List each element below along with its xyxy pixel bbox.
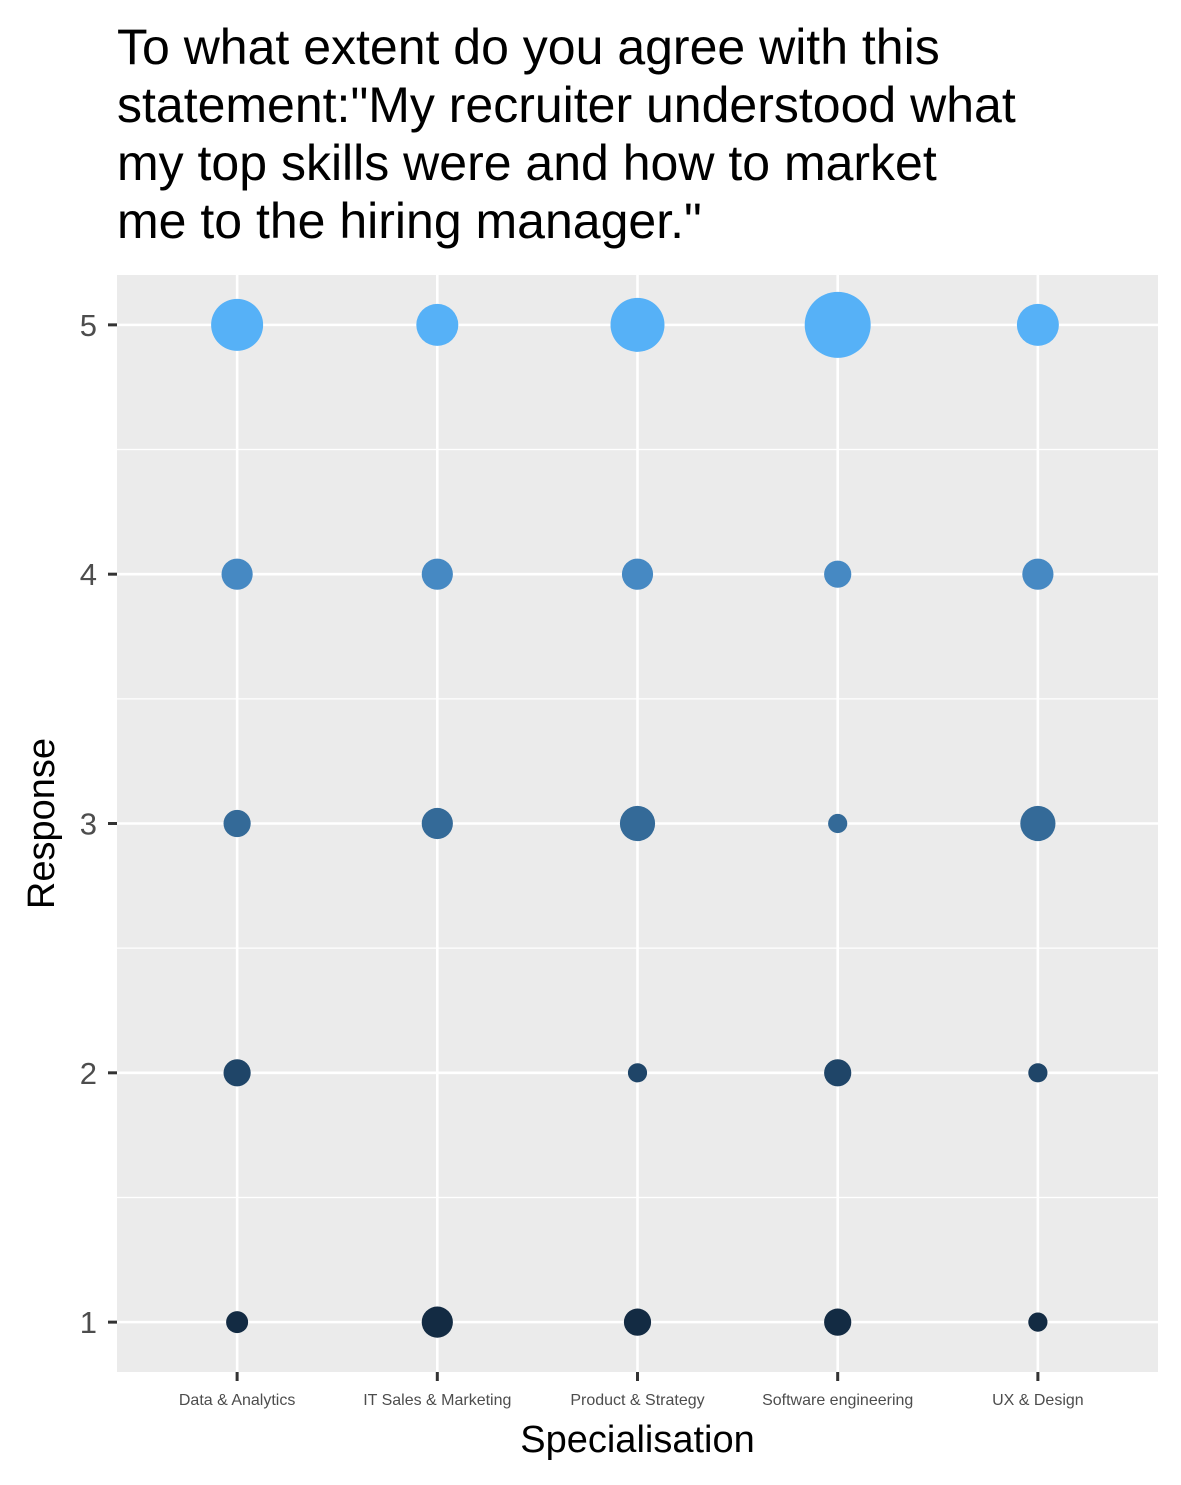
data-point <box>416 303 459 346</box>
x-tick-label: UX & Design <box>992 1392 1084 1409</box>
data-point <box>1028 1312 1048 1332</box>
data-point <box>1022 558 1054 590</box>
y-tick-label: 1 <box>80 1305 97 1340</box>
data-point <box>627 1063 648 1083</box>
data-point <box>421 1306 453 1338</box>
data-point <box>824 1308 852 1336</box>
y-tick-label: 3 <box>80 807 97 842</box>
data-point <box>223 809 251 838</box>
x-tick-label: Software engineering <box>762 1392 913 1409</box>
y-tick-label: 2 <box>80 1056 97 1091</box>
x-tick-label: Data & Analytics <box>179 1392 296 1409</box>
data-point <box>610 297 665 352</box>
data-points <box>211 291 1059 1338</box>
y-axis: 1 2 3 4 5 <box>80 308 117 1340</box>
data-point <box>1020 805 1056 842</box>
data-point <box>421 558 453 590</box>
data-point <box>226 1311 249 1334</box>
x-tick-label: IT Sales & Marketing <box>363 1392 511 1409</box>
data-point <box>421 807 453 840</box>
data-point <box>1028 1063 1048 1083</box>
data-point <box>211 298 264 351</box>
x-tick-label: Product & Strategy <box>570 1392 704 1409</box>
y-tick-label: 4 <box>80 557 97 592</box>
data-point <box>621 558 654 590</box>
data-point <box>619 805 656 842</box>
data-point <box>1016 303 1059 346</box>
chart-title: To what extent do you agree with this st… <box>117 19 1016 249</box>
y-axis-title: Response <box>21 738 63 909</box>
data-point <box>824 1059 852 1087</box>
y-tick-label: 5 <box>80 308 97 343</box>
data-point <box>804 291 871 358</box>
data-point <box>223 1059 251 1087</box>
data-point <box>824 560 852 588</box>
x-axis-title: Specialisation <box>520 1419 754 1461</box>
data-point <box>828 813 848 834</box>
data-point <box>623 1308 652 1336</box>
x-axis: Data & Analytics IT Sales & Marketing Prod… <box>179 1372 1084 1409</box>
data-point <box>221 558 253 590</box>
